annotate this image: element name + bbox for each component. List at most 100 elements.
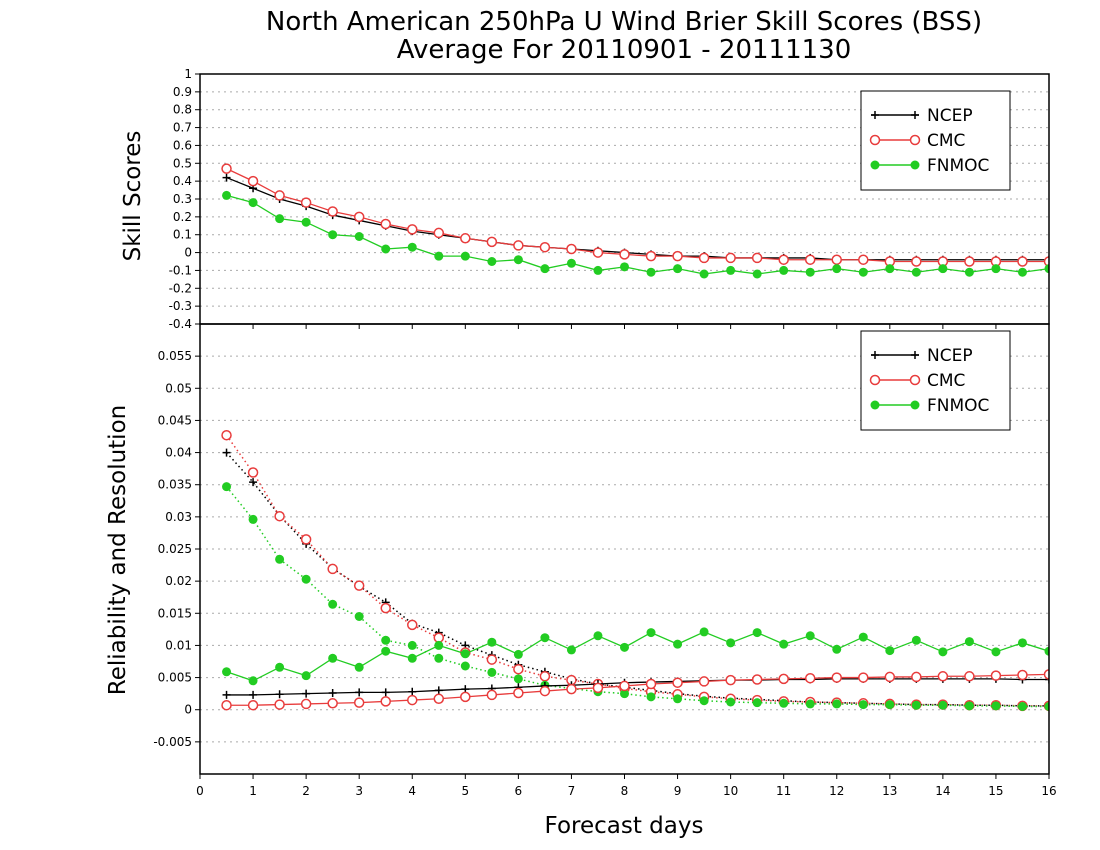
y-tick-label: 0.015 [158,606,192,620]
data-point [645,678,657,690]
data-point [275,690,284,699]
data-point [247,467,259,478]
data-point [328,689,337,697]
data-point [870,160,880,170]
x-tick-label: 13 [882,784,897,798]
x-tick-label: 2 [302,784,310,798]
data-point [381,635,391,645]
data-point [698,676,710,687]
data-point [300,534,312,545]
data-point [222,482,232,492]
data-point [221,429,232,441]
data-point [354,662,364,672]
data-point [275,662,285,672]
data-point [699,696,709,706]
data-point [884,671,896,683]
y-tick-label: 0.01 [165,638,192,652]
data-point [869,374,881,386]
data-point [909,134,921,146]
series-line-fnmoc [226,194,1049,275]
series-line-ncep-resolution [225,452,1049,707]
data-point [513,255,523,265]
data-point [869,134,881,146]
y-tick-label: -0.1 [169,263,192,277]
data-point [513,674,523,684]
y-tick-label: 0.04 [165,446,192,460]
data-point [990,670,1002,681]
data-point [249,690,258,699]
data-point [540,264,550,274]
data-point [885,700,895,710]
data-point [302,689,311,698]
data-point [858,672,869,683]
y-axis-label: Reliability and Resolution [105,405,131,695]
data-point [539,241,551,253]
data-point [593,631,603,641]
data-point [301,574,311,584]
data-point [487,667,497,677]
x-tick-label: 9 [674,784,682,798]
x-tick-label: 16 [1041,784,1056,798]
legend: NCEP CMC FNMOC [860,330,1011,431]
data-point [328,599,338,609]
data-point [885,264,895,274]
data-point [699,269,709,279]
data-point [673,694,683,704]
data-point [964,256,975,267]
legend-label-ncep: NCEP [927,106,973,126]
data-point [938,700,948,710]
data-point [964,267,974,277]
x-tick-label: 6 [515,784,523,798]
legend: NCEP CMC FNMOC [860,90,1011,191]
data-point [539,671,551,682]
data-point [539,685,551,697]
data-point [804,254,816,265]
data-point [222,690,231,699]
data-point [911,671,922,683]
data-point [434,251,444,261]
data-point [1017,702,1027,711]
y-tick-label: -0.005 [153,735,192,749]
data-point [248,514,258,524]
data-point [353,580,365,591]
data-point [460,649,470,659]
data-point [832,644,842,654]
data-point [301,671,311,681]
y-tick-label: 0.4 [173,174,192,188]
y-axis-label: Skill Scores [120,131,146,262]
data-point [1044,646,1049,656]
data-point [300,197,312,208]
data-point [434,686,443,695]
legend-label-ncep: NCEP [927,346,973,366]
y-tick-label: 0 [184,703,192,717]
y-tick-label: 0.3 [173,192,192,206]
data-point [327,698,338,709]
x-tick-label: 10 [723,784,738,798]
data-point [725,252,736,264]
data-point [513,240,524,251]
data-point [433,693,445,705]
data-point [407,694,418,706]
data-point [1044,264,1049,274]
data-point [247,175,259,187]
data-point [871,351,879,359]
data-point [275,554,285,564]
y-tick-label: 0.7 [173,121,192,135]
data-point [460,233,471,244]
data-point [1045,675,1049,684]
y-tick-label: 0.055 [158,349,192,363]
data-point [354,612,364,621]
data-point [752,628,762,638]
data-point [355,688,364,697]
data-point [938,647,948,657]
data-point [540,633,550,643]
data-point [858,700,868,710]
data-point [380,696,391,707]
data-point [221,699,232,711]
data-point [910,160,920,170]
data-point [804,672,816,684]
data-point [274,190,285,201]
data-point [991,647,1001,657]
y-tick-label: 0.6 [173,138,192,152]
data-point [726,265,736,275]
